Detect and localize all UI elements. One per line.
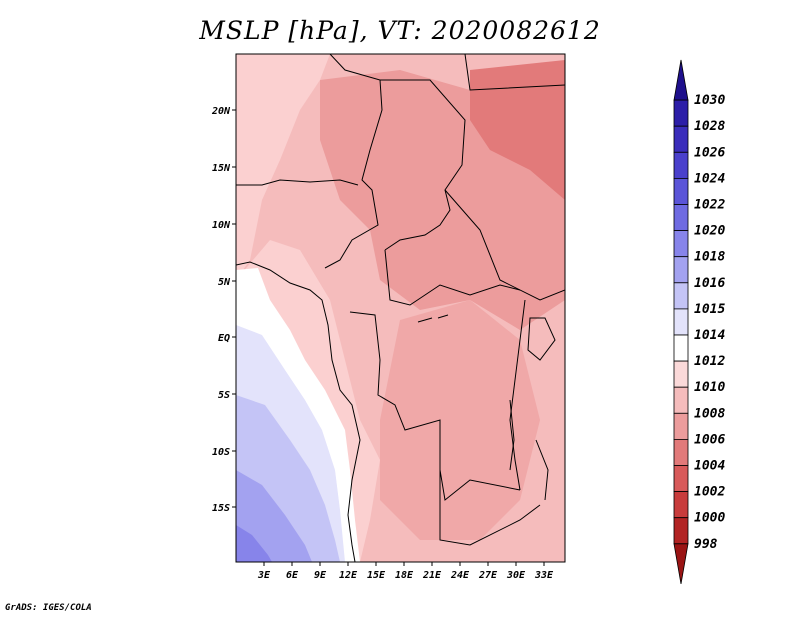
lon-axis: 3E 6E 9E 12E 15E 18E 21E 24E 27E 30E 33E	[257, 562, 554, 581]
field-1006	[470, 60, 565, 200]
colorbar-segment	[673, 543, 689, 584]
colorbar-label: 1015	[694, 302, 725, 317]
lon-label: 24E	[450, 570, 470, 581]
lake-tanganyika	[509, 399, 515, 471]
lon-label: 30E	[506, 570, 526, 581]
lon-label: 3E	[257, 570, 271, 581]
colorbar-label: 998	[694, 537, 718, 552]
border-west	[324, 54, 383, 269]
colorbar-label: 1024	[694, 171, 725, 186]
colorbar-segment	[673, 230, 689, 258]
border-zambia	[439, 470, 541, 546]
colorbar-segment	[673, 334, 689, 362]
border-chad	[380, 79, 466, 251]
colorbar-segment	[673, 151, 689, 179]
border-sudan	[444, 189, 565, 301]
chart-title: MSLP [hPa], VT: 2020082612	[199, 16, 601, 45]
field-1020	[236, 525, 272, 562]
colorbar-segment	[673, 491, 689, 519]
colorbar-label: 1004	[694, 459, 725, 474]
lat-label: 20N	[211, 106, 231, 117]
colorbar-segment	[673, 125, 689, 153]
field-1008-central	[380, 300, 540, 540]
border-car	[384, 249, 521, 306]
colorbar-label: 1020	[694, 224, 725, 239]
lake-victoria	[527, 317, 556, 361]
border-congo	[349, 311, 521, 501]
colorbar-segment	[673, 204, 689, 232]
lon-label: 6E	[286, 570, 299, 581]
pressure-field	[236, 54, 565, 562]
lat-label: EQ	[218, 333, 230, 344]
colorbar-segment	[673, 517, 689, 545]
colorbar-segment	[673, 360, 689, 388]
border-egypt	[464, 54, 565, 91]
colorbar-label: 1016	[694, 276, 725, 291]
colorbar-label: 1022	[694, 198, 725, 213]
colorbar-label: 1030	[694, 93, 725, 108]
lake-malawi	[535, 439, 549, 501]
colorbar-segment	[673, 412, 689, 440]
lon-label: 33E	[534, 570, 554, 581]
border-sahel	[236, 179, 359, 186]
colorbar-label: 1028	[694, 119, 725, 134]
field-1012-north	[236, 54, 330, 280]
lat-axis: 20N 15N 10N 5N EQ 5S 10S 15S	[211, 106, 236, 514]
colorbar-segment	[673, 177, 689, 205]
border-east	[509, 299, 526, 491]
lon-label: 9E	[314, 570, 327, 581]
lat-label: 5N	[218, 277, 231, 288]
colorbar-label: 1002	[694, 485, 725, 500]
colorbar-label: 1012	[694, 354, 725, 369]
colorbar-segment	[673, 438, 689, 466]
colorbar-label: 1008	[694, 406, 725, 421]
colorbar-segment	[673, 59, 689, 101]
colorbar-segment	[673, 308, 689, 336]
lat-label: 15N	[212, 163, 231, 174]
colorbar-label: 1014	[694, 328, 725, 343]
colorbar-segment	[673, 386, 689, 414]
lon-label: 12E	[339, 570, 358, 581]
colorbar-segment	[673, 465, 689, 493]
colorbar-label: 1026	[694, 145, 725, 160]
lon-label: 21E	[422, 570, 442, 581]
colorbar: 1030 1028 1026 1024 1022 1020 1018 1016 1015 1014…	[673, 59, 725, 584]
colorbar-label: 1006	[694, 432, 725, 447]
coastline	[236, 261, 361, 562]
borders	[236, 54, 565, 562]
colorbar-segment	[673, 99, 689, 127]
credit-text: GrADS: IGES/COLA	[5, 603, 92, 613]
map-frame	[235, 53, 566, 563]
lon-label: 27E	[478, 570, 498, 581]
river-segments	[417, 314, 449, 323]
lon-label: 18E	[395, 570, 414, 581]
lat-label: 10S	[212, 447, 230, 458]
lon-label: 15E	[367, 570, 386, 581]
colorbar-segment	[673, 256, 689, 284]
lat-label: 15S	[212, 503, 230, 514]
lat-label: 10N	[212, 220, 231, 231]
lat-label: 5S	[218, 390, 230, 401]
colorbar-label: 1000	[694, 511, 725, 526]
colorbar-label: 1010	[694, 380, 725, 395]
colorbar-segment	[673, 282, 689, 310]
colorbar-label: 1018	[694, 250, 725, 265]
